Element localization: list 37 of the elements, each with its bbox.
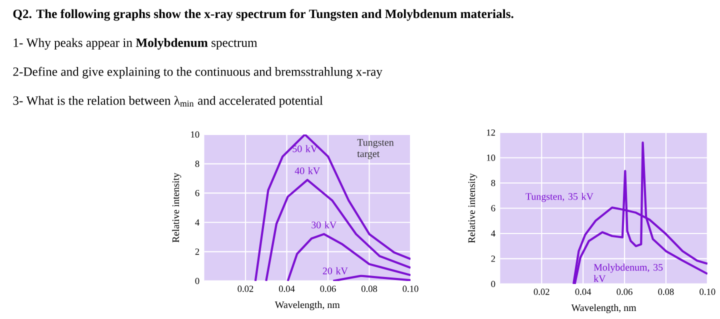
x-tick-label: 0.04 [278,286,295,292]
x-tick-label: 0.10 [402,286,418,292]
series-label: Tungsten, 35 kV [526,192,594,202]
y-tick-label: 4 [195,219,200,226]
y-tick-label: 0 [491,280,496,288]
text: 2-Define and give explaining to the continuous and bremsstrahlung x-ray [13,66,382,79]
y-tick-label: 8 [195,160,200,168]
y-tick-label: 10 [191,131,200,138]
y-tick-label: 0 [195,278,200,284]
x-tick-label: 0.08 [658,288,674,296]
x-tick-label: 0.06 [320,286,336,292]
x-tick-label: 0.02 [534,288,550,296]
y-tick-label: 6 [491,205,496,212]
series-label: 30 kV [312,221,337,228]
series-label: Molybdenum, 35 kV [594,264,663,282]
y-tick-label: 4 [491,230,496,237]
y-tick-label: 2 [195,248,200,255]
x-axis-title: Wavelength, nm [571,304,636,314]
x-tick-label: 0.08 [361,286,378,292]
series-label: 40 kV [294,167,320,174]
series-label: 20 kV [322,267,348,274]
x-axis-title: Wavelength, nm [274,301,340,310]
y-axis-title: Relative intensity [172,172,182,243]
x-tick-label: 0.04 [575,288,592,296]
text: 1- Why peaks appear in Molybdenum spectrum [14,38,258,50]
y-tick-label: 8 [491,180,496,186]
annotation: Tungsten target [357,139,394,160]
x-tick-label: 0.10 [700,288,716,296]
x-tick-label: 0.02 [238,286,254,292]
text: 3- What is the relation between λ$_{min}$ and accelerated potential [13,96,323,108]
y-tick-label: 12 [487,130,495,136]
y-tick-label: 6 [195,190,200,196]
y-axis-title: Relative intensity [468,173,478,244]
y-tick-label: 2 [491,256,495,262]
chart-title: Q2. The following graphs show the x-ray spectrum for Tungsten and Molybdenum materials. [13,9,514,21]
x-tick-label: 0.06 [616,288,632,296]
y-tick-label: 10 [487,154,496,161]
